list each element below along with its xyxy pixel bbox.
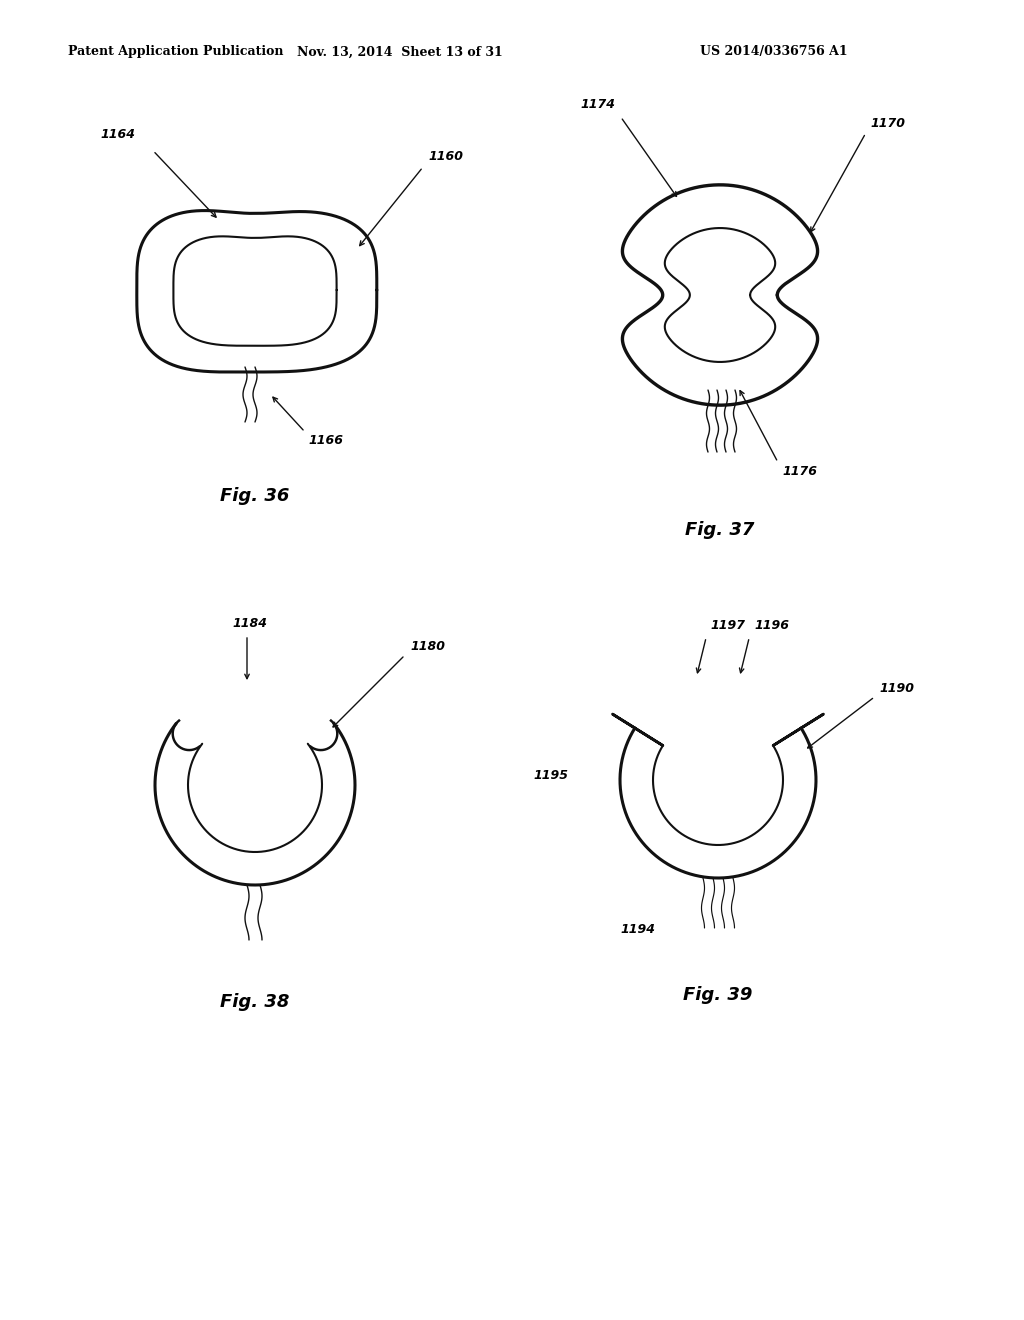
Text: Patent Application Publication: Patent Application Publication (68, 45, 284, 58)
Text: Fig. 39: Fig. 39 (683, 986, 753, 1005)
Text: 1180: 1180 (410, 640, 445, 653)
Text: US 2014/0336756 A1: US 2014/0336756 A1 (700, 45, 848, 58)
Text: 1160: 1160 (428, 150, 463, 162)
Text: Nov. 13, 2014  Sheet 13 of 31: Nov. 13, 2014 Sheet 13 of 31 (297, 45, 503, 58)
Text: 1184: 1184 (232, 616, 267, 630)
Text: 1176: 1176 (782, 465, 817, 478)
Text: 1164: 1164 (100, 128, 135, 141)
Text: 1196: 1196 (755, 619, 790, 632)
Text: Fig. 38: Fig. 38 (220, 993, 290, 1011)
Text: Fig. 36: Fig. 36 (220, 487, 290, 506)
Text: Fig. 37: Fig. 37 (685, 521, 755, 539)
Text: 1174: 1174 (581, 98, 615, 111)
Text: 1194: 1194 (620, 923, 655, 936)
Text: 1195: 1195 (534, 768, 568, 781)
Text: 1166: 1166 (308, 434, 343, 447)
Text: 1197: 1197 (711, 619, 745, 632)
Text: 1190: 1190 (880, 681, 914, 694)
Text: 1170: 1170 (870, 116, 906, 129)
